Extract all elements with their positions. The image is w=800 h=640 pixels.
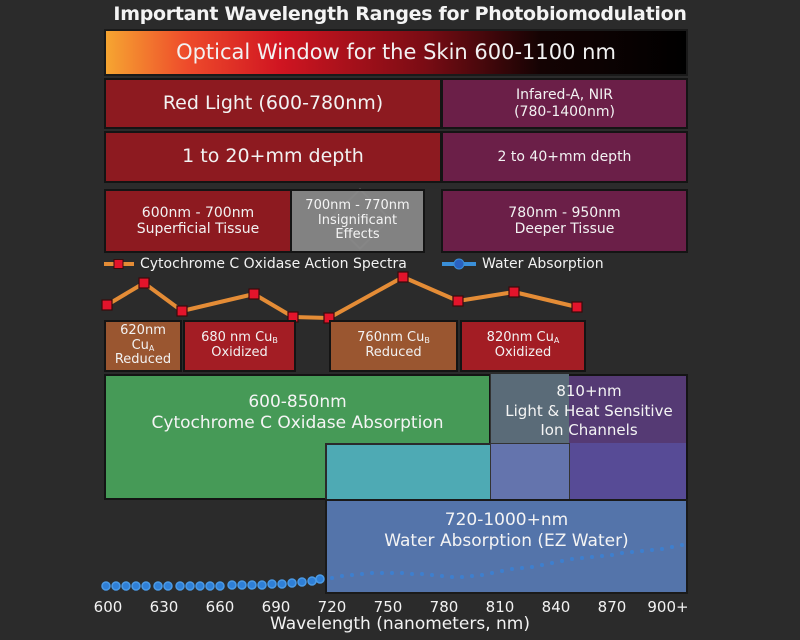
- legend-water: Water Absorption: [442, 256, 604, 272]
- optical-window-bar: Optical Window for the Skin 600-1100 nm: [104, 29, 688, 76]
- ion-label-2: Ion Channels: [540, 421, 638, 439]
- ion-channel-label: 810+nm Light & Heat Sensitive Ion Channe…: [490, 382, 688, 441]
- water-range: 720-1000+nm: [444, 510, 569, 530]
- spectra-legend-icon: [104, 259, 134, 269]
- insignificant-label: Insignificant: [317, 212, 398, 228]
- peak-620-wl: 620nm: [120, 322, 166, 338]
- cco-absorption-label: 600-850nm Cytochrome C Oxidase Absorptio…: [104, 392, 491, 435]
- water-label: Water Absorption (EZ Water): [384, 531, 629, 552]
- water-cco-overlap: [325, 443, 491, 500]
- nir-depth-label: 2 to 40+mm depth: [497, 148, 632, 165]
- peak-620-box: 620nm CuA Reduced: [104, 320, 182, 372]
- superficial-label: Superficial Tissue: [136, 221, 260, 237]
- peak-620-cu: CuA: [131, 337, 155, 353]
- peak-760-wl: 760nm CuB: [357, 330, 430, 346]
- water-absorption-region: [325, 499, 688, 594]
- insignificant-range: 700nm - 770nm: [305, 197, 410, 213]
- x-tick-780: 780: [429, 598, 459, 616]
- peak-620-state: Reduced: [114, 352, 172, 368]
- x-tick-870: 870: [597, 598, 627, 616]
- optical-window-label: Optical Window for the Skin 600-1100 nm: [176, 40, 616, 65]
- deeper-label: Deeper Tissue: [514, 221, 615, 237]
- x-tick-720: 720: [317, 598, 347, 616]
- x-tick-630: 630: [149, 598, 179, 616]
- legend-cco-label: Cytochrome C Oxidase Action Spectra: [140, 256, 407, 272]
- legend-cco: Cytochrome C Oxidase Action Spectra: [104, 256, 407, 272]
- x-tick-810: 810: [485, 598, 515, 616]
- x-tick-690: 690: [261, 598, 291, 616]
- nir-depth-box: 2 to 40+mm depth: [441, 131, 688, 183]
- red-light-label: Red Light (600-780nm): [162, 91, 384, 114]
- effects-label: Effects: [335, 227, 380, 243]
- ion-channel-region: [569, 374, 688, 444]
- nir-box: Infared-A, NIR (780-1400nm): [441, 78, 688, 129]
- superficial-range: 600nm - 700nm: [141, 204, 255, 221]
- chart-title: Important Wavelength Ranges for Photobio…: [113, 3, 687, 25]
- legend-water-label: Water Absorption: [482, 256, 604, 272]
- deeper-tissue-box: 780nm - 950nm Deeper Tissue: [441, 189, 688, 253]
- red-depth-label: 1 to 20+mm depth: [182, 145, 364, 168]
- water-ion-purple-overlap: [569, 443, 688, 500]
- ion-overlap-green: [490, 374, 570, 444]
- water-absorption-label: 720-1000+nm Water Absorption (EZ Water): [325, 510, 688, 553]
- x-tick-840: 840: [541, 598, 571, 616]
- peak-820-state: Oxidized: [494, 345, 552, 360]
- x-axis-label: Wavelength (nanometers, nm): [269, 614, 530, 634]
- cco-range: 600-850nm: [248, 392, 347, 412]
- red-depth-box: 1 to 20+mm depth: [104, 131, 442, 183]
- x-tick-660: 660: [205, 598, 235, 616]
- x-tick-900: 900+: [647, 598, 689, 616]
- nir-label: Infared-A, NIR: [515, 87, 613, 104]
- water-legend-icon: [442, 258, 476, 270]
- peak-680-state: Oxidized: [211, 345, 268, 360]
- peak-760-box: 760nm CuB Reduced: [329, 320, 458, 372]
- divider-line: [490, 374, 491, 500]
- x-tick-600: 600: [93, 598, 123, 616]
- insignificant-effects-box: 700nm - 770nm Insignificant Effects: [290, 189, 425, 253]
- ion-range: 810+nm: [556, 382, 622, 400]
- peak-820-box: 820nm CuA Oxidized: [460, 320, 586, 372]
- deeper-range: 780nm - 950nm: [508, 204, 621, 221]
- peak-760-state: Reduced: [365, 345, 422, 360]
- peak-680-wl: 680 nm CuB: [201, 330, 278, 346]
- peak-680-box: 680 nm CuB Oxidized: [183, 320, 296, 372]
- cco-label: Cytochrome C Oxidase Absorption: [151, 413, 444, 434]
- superficial-tissue-box: 600nm - 700nm Superficial Tissue: [104, 189, 292, 253]
- nir-range: (780-1400nm): [514, 103, 615, 120]
- water-ion-overlap: [490, 443, 570, 500]
- peak-820-wl: 820nm CuA: [486, 330, 560, 346]
- x-tick-750: 750: [373, 598, 403, 616]
- ion-label: Light & Heat Sensitive: [505, 401, 673, 420]
